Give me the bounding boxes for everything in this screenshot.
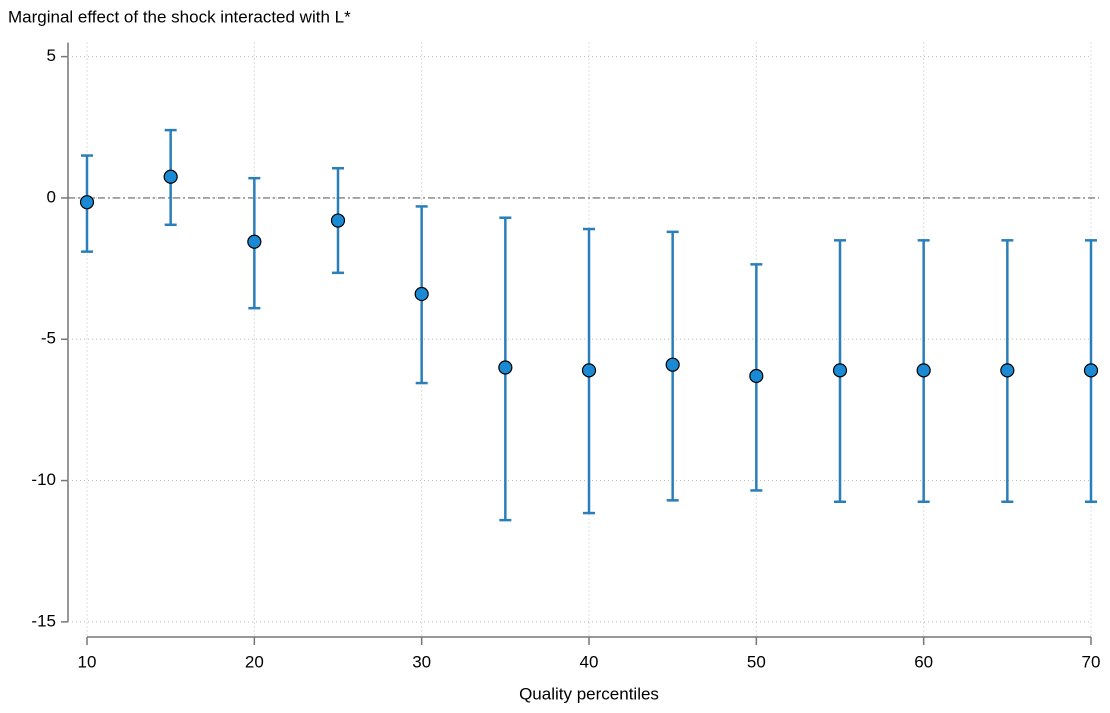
x-tick-label: 70: [1082, 652, 1101, 671]
y-tick-label: -10: [31, 470, 56, 489]
point: [498, 360, 513, 375]
x-tick-label: 60: [914, 652, 933, 671]
point: [247, 234, 262, 249]
x-axis-label: Quality percentiles: [519, 684, 659, 703]
point: [581, 363, 597, 378]
y-tick-label: -15: [31, 611, 56, 630]
point: [916, 363, 931, 378]
point: [665, 357, 680, 372]
point: [1083, 363, 1099, 378]
point: [1000, 363, 1015, 378]
y-tick-label: -5: [41, 329, 56, 348]
chart-title: Marginal effect of the shock interacted …: [8, 7, 351, 26]
x-tick-label: 10: [78, 652, 97, 671]
y-tick-label: 5: [47, 46, 56, 65]
point: [414, 286, 429, 302]
point: [749, 368, 764, 384]
point: [330, 213, 346, 228]
x-tick-label: 40: [580, 652, 599, 671]
y-tick-label: 0: [47, 187, 56, 206]
point: [832, 363, 848, 378]
point: [163, 169, 178, 184]
x-tick-label: 20: [245, 652, 264, 671]
x-tick-label: 30: [412, 652, 431, 671]
x-tick-label: 50: [747, 652, 766, 671]
point: [79, 195, 95, 210]
